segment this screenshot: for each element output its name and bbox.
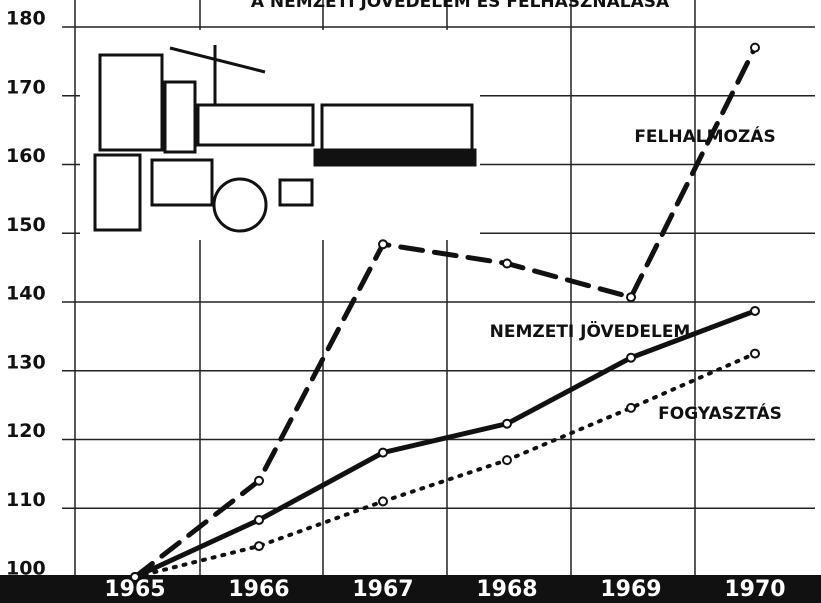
illustration (80, 30, 480, 240)
series-label: NEMZETI JÖVEDELEM (490, 320, 691, 342)
point (627, 354, 635, 362)
point (131, 573, 139, 581)
y-tick-label: 180 (6, 8, 46, 30)
point (255, 542, 263, 550)
series-label: FOGYASZTÁS (658, 402, 782, 424)
x-tick-label: 1969 (600, 577, 661, 602)
y-tick-label: 150 (6, 214, 46, 236)
point (379, 449, 387, 457)
point (503, 260, 511, 268)
point (503, 420, 511, 428)
x-tick-label: 1967 (352, 577, 413, 602)
point (379, 497, 387, 505)
x-tick-label: 1970 (724, 577, 785, 602)
chart: 100110120130140150160170180 A NEMZETI JÖ… (0, 0, 821, 603)
y-tick-label: 170 (6, 76, 46, 98)
point (751, 44, 759, 52)
series-label: FELHALMOZÁS (634, 125, 775, 147)
point (255, 477, 263, 485)
y-tick-label: 110 (6, 489, 46, 511)
point (503, 456, 511, 464)
page: 100110120130140150160170180 A NEMZETI JÖ… (0, 0, 821, 603)
point (627, 293, 635, 301)
y-tick-label: 130 (6, 351, 46, 373)
point (627, 404, 635, 412)
y-tick-label: 160 (6, 145, 46, 167)
point (751, 307, 759, 315)
y-tick-label: 120 (6, 420, 46, 442)
chart-title: A NEMZETI JÖVEDELEM ÉS FELHASZNÁLÁSA (251, 0, 670, 12)
point (255, 516, 263, 524)
y-tick-label: 140 (6, 283, 46, 305)
x-tick-label: 1968 (476, 577, 537, 602)
point (751, 350, 759, 358)
point (379, 240, 387, 248)
x-tick-label: 1966 (228, 577, 289, 602)
